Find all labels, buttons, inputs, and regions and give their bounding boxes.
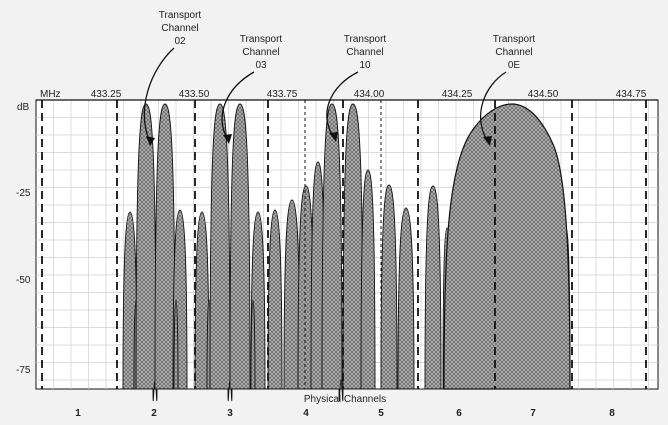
callout-03-arrow <box>221 71 255 141</box>
physical-channel-7: 7 <box>530 408 536 419</box>
callout-0e-arrow <box>480 71 507 143</box>
spectrum-lobe <box>424 185 442 390</box>
channel-0e-main-lobe <box>443 103 571 390</box>
callout-02-line2: Channel <box>161 23 198 34</box>
freq-tick-434-50: 434.50 <box>528 89 559 100</box>
db-tick-minus-75: -75 <box>16 365 31 376</box>
callout-02-arrowhead <box>146 136 155 146</box>
callout-03-line1: Transport <box>240 34 283 45</box>
physical-channel-4: 4 <box>303 408 309 419</box>
spectrum-lobe <box>321 103 343 390</box>
freq-tick-433-50: 433.50 <box>179 89 210 100</box>
callout-02-line1: Transport <box>159 10 202 21</box>
x-axis-title: Physical Channels <box>304 394 386 405</box>
callout-10-line1: Transport <box>344 34 387 45</box>
callout-0e-line2: Channel <box>495 47 532 58</box>
physical-channel-3: 3 <box>227 408 233 419</box>
spectrum-lobe <box>380 184 398 390</box>
callout-10-line3: 10 <box>359 60 371 71</box>
callout-0e-line3: 0E <box>508 60 521 71</box>
spectrum-lobe <box>173 299 179 390</box>
callout-02-line3: 02 <box>174 36 186 47</box>
freq-tick-433-75: 433.75 <box>267 89 298 100</box>
freq-tick-434-00: 434.00 <box>354 89 385 100</box>
callout-transport-channel-10: Transport Channel 10 <box>326 34 387 142</box>
callout-0e-arrowhead <box>483 136 492 146</box>
channel-boundaries <box>41 100 647 389</box>
physical-channel-6: 6 <box>456 408 462 419</box>
spectrum-lobe <box>397 207 415 390</box>
spectrum-lobe <box>135 103 157 390</box>
callout-10-line2: Channel <box>346 47 383 58</box>
freq-tick-433-25: 433.25 <box>91 89 122 100</box>
callout-02-arrow <box>143 47 175 143</box>
db-tick-minus-25: -25 <box>16 188 31 199</box>
physical-channel-8: 8 <box>609 408 615 419</box>
freq-tick-434-75: 434.75 <box>616 89 647 100</box>
callout-10-arrow <box>326 71 359 139</box>
callout-03-arrowhead <box>223 134 232 144</box>
spectrum-lobe <box>154 103 176 390</box>
x-unit-label: MHz <box>40 89 61 100</box>
db-tick-minus-50: -50 <box>16 275 31 286</box>
spectrum-lobe <box>338 379 344 401</box>
physical-channel-5: 5 <box>378 408 384 419</box>
y-unit-label: dB <box>17 102 30 113</box>
callout-10-arrowhead <box>329 132 338 142</box>
spectrum-lobe <box>267 209 283 390</box>
freq-tick-434-25: 434.25 <box>442 89 473 100</box>
spectrum-lobe <box>250 299 256 390</box>
spectrum-lobe <box>229 103 251 390</box>
spectrum-lobe <box>342 103 364 390</box>
callout-0e-line1: Transport <box>493 34 536 45</box>
callout-transport-channel-0e: Transport Channel 0E <box>480 34 536 146</box>
callout-03-line3: 03 <box>255 60 267 71</box>
callout-transport-channel-03: Transport Channel 03 <box>221 34 283 144</box>
spectrum-lobe <box>209 103 231 390</box>
physical-channel-1: 1 <box>75 408 81 419</box>
callout-03-line2: Channel <box>242 47 279 58</box>
callout-transport-channel-02: Transport Channel 02 <box>143 10 202 146</box>
spectrum-lobe <box>360 169 376 390</box>
physical-channel-2: 2 <box>151 408 157 419</box>
